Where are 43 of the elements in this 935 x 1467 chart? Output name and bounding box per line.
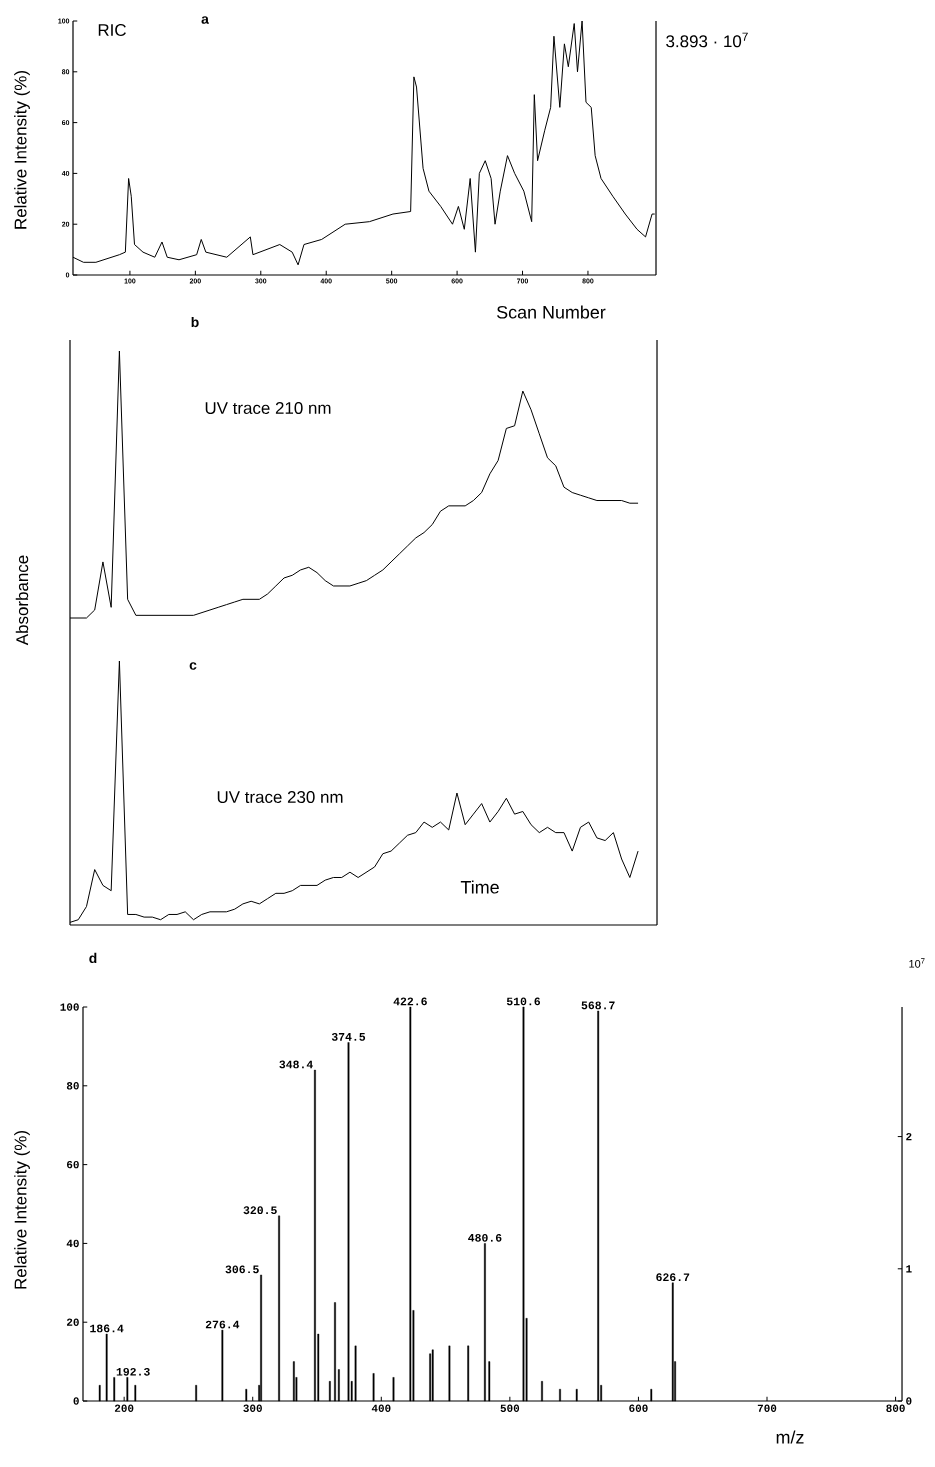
annotation: 320.5 (243, 1206, 277, 1215)
annotation: 348.4 (279, 1060, 313, 1069)
x-axis-title: Scan Number (497, 305, 606, 319)
annotation: 276.4 (205, 1320, 240, 1329)
annotation: 568.7 (581, 1001, 615, 1010)
chart-title: d (89, 952, 97, 964)
chart-title: c (189, 662, 197, 670)
y-axis-title: Absorbance (15, 555, 29, 646)
annotation: UV trace 230 nm (217, 791, 343, 804)
chart-title: b (191, 316, 199, 328)
x-tick-label: 700 (757, 1404, 777, 1412)
y-axis-title: Relative Intensity (%) (14, 71, 30, 229)
y-tick-label: 40 (66, 1239, 79, 1248)
y2-tick-label: 0 (906, 1397, 912, 1405)
annotation: 510.6 (506, 997, 541, 1006)
annotation: RIC (98, 24, 126, 36)
annotation: 192.3 (116, 1367, 150, 1376)
text: 3.893 · 10$^{7}$ (666, 32, 748, 48)
y-tick-label: 100 (60, 1003, 79, 1011)
y-tick-label: 0 (73, 1397, 79, 1405)
y-tick-label: 20 (66, 1318, 79, 1326)
x-axis-title: Time (460, 880, 499, 894)
annotation: 626.7 (656, 1273, 690, 1282)
annotation: 422.6 (393, 997, 427, 1006)
x-axis-title: m/z (776, 1430, 804, 1444)
annotation: 480.6 (468, 1233, 502, 1242)
annotation: 374.5 (331, 1032, 366, 1041)
annotation: UV trace 210 nm (205, 402, 331, 415)
chart-title: a (201, 16, 209, 24)
y2-tick-label: 2 (906, 1132, 912, 1141)
y2-axis-title: 10$^{7}$ (909, 958, 925, 968)
x-tick-label: 500 (500, 1404, 520, 1412)
x-tick-label: 200 (114, 1404, 134, 1412)
y2-tick-label: 1 (906, 1265, 912, 1273)
x-tick-label: 800 (886, 1404, 905, 1412)
y-tick-label: 80 (66, 1082, 79, 1090)
x-tick-label: 400 (371, 1404, 391, 1412)
annotation: 306.5 (225, 1265, 259, 1274)
annotation: 186.4 (90, 1324, 124, 1333)
x-tick-label: 600 (629, 1404, 648, 1412)
y-tick-label: 60 (67, 1160, 79, 1169)
x-tick-label: 300 (243, 1404, 262, 1412)
y-axis-title: Relative Intensity (%) (14, 1131, 30, 1289)
